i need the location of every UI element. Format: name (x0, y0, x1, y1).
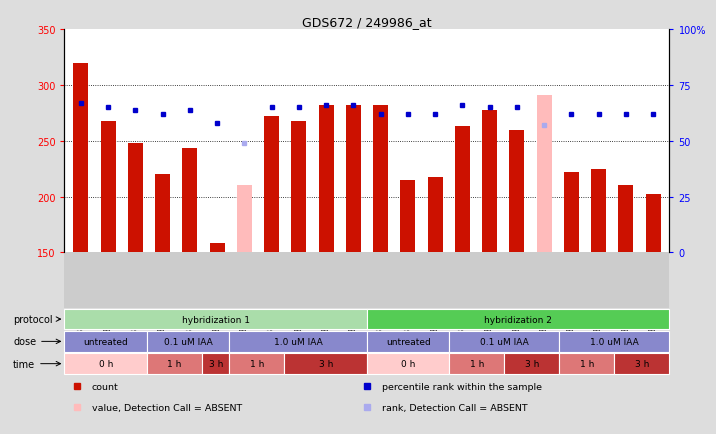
Bar (64, 309, 367, 329)
Bar (284, 354, 367, 374)
Bar (155, 175, 170, 253)
Bar (559, 354, 614, 374)
Bar (367, 354, 450, 374)
Bar (319, 106, 334, 253)
Bar (427, 177, 442, 253)
Text: 3 h: 3 h (319, 359, 333, 368)
Text: protocol: protocol (13, 314, 61, 324)
Bar (505, 354, 559, 374)
Bar (73, 64, 88, 253)
Text: percentile rank within the sample: percentile rank within the sample (382, 382, 542, 391)
Bar (147, 332, 229, 352)
Bar (127, 144, 142, 253)
Bar (373, 106, 388, 253)
Title: GDS672 / 249986_at: GDS672 / 249986_at (302, 16, 432, 29)
Bar (100, 122, 115, 253)
Text: 3 h: 3 h (525, 359, 539, 368)
Bar (367, 309, 669, 329)
Bar (536, 96, 551, 253)
Bar (646, 195, 661, 253)
Text: 0 h: 0 h (401, 359, 415, 368)
Bar (229, 354, 284, 374)
Bar (482, 110, 497, 253)
Bar (455, 127, 470, 253)
Text: count: count (92, 382, 118, 391)
Bar (264, 117, 279, 253)
Text: 1 h: 1 h (168, 359, 182, 368)
Bar (291, 122, 306, 253)
Bar (619, 186, 634, 253)
Text: 1.0 uM IAA: 1.0 uM IAA (274, 337, 323, 346)
Text: 1 h: 1 h (470, 359, 484, 368)
Text: untreated: untreated (83, 337, 128, 346)
Text: untreated: untreated (386, 337, 430, 346)
Bar (64, 332, 147, 352)
Bar (367, 332, 450, 352)
Bar (509, 130, 524, 253)
Bar (202, 354, 229, 374)
Bar (591, 169, 606, 253)
Text: time: time (13, 359, 61, 369)
Bar (346, 106, 361, 253)
Bar (450, 332, 559, 352)
Text: 3 h: 3 h (635, 359, 649, 368)
Text: value, Detection Call = ABSENT: value, Detection Call = ABSENT (92, 403, 242, 412)
Bar (229, 332, 367, 352)
Bar (147, 354, 202, 374)
Text: rank, Detection Call = ABSENT: rank, Detection Call = ABSENT (382, 403, 528, 412)
Bar (210, 244, 225, 253)
Text: hybridization 1: hybridization 1 (182, 315, 250, 324)
Text: 1.0 uM IAA: 1.0 uM IAA (590, 337, 639, 346)
Bar (64, 354, 147, 374)
Text: 0.1 uM IAA: 0.1 uM IAA (480, 337, 529, 346)
Text: 1 h: 1 h (250, 359, 264, 368)
Bar (400, 181, 415, 253)
Bar (450, 354, 505, 374)
Text: dose: dose (13, 337, 61, 347)
Text: 3 h: 3 h (208, 359, 223, 368)
Text: 1 h: 1 h (580, 359, 594, 368)
Bar (183, 148, 198, 253)
Text: hybridization 2: hybridization 2 (484, 315, 552, 324)
Bar (559, 332, 669, 352)
Text: 0.1 uM IAA: 0.1 uM IAA (164, 337, 213, 346)
Bar (237, 186, 252, 253)
Bar (614, 354, 669, 374)
Bar (564, 173, 579, 253)
Text: 0 h: 0 h (99, 359, 113, 368)
